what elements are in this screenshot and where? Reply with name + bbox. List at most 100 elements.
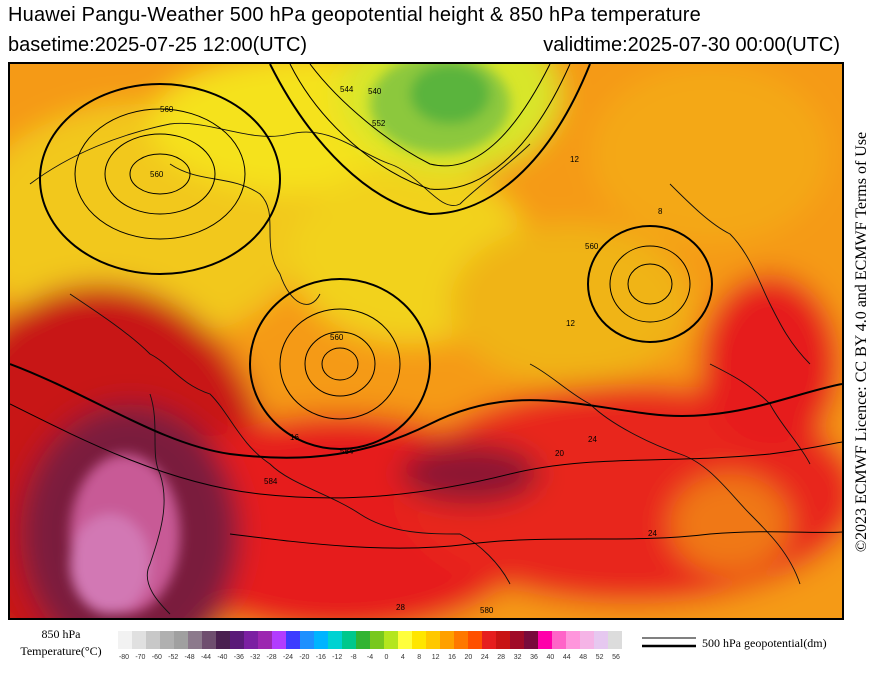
colorbar-swatch	[160, 631, 174, 649]
geopotential-contours	[10, 64, 842, 549]
colorbar-swatch	[594, 631, 608, 649]
contour-legend-label: 500 hPa geopotential(dm)	[702, 636, 827, 650]
colorbar-tick-label: 28	[497, 654, 506, 661]
colorbar-tick-label: -44	[200, 654, 212, 661]
colorbar-swatch	[370, 631, 384, 649]
colorbar-tick-label: 56	[612, 654, 620, 661]
contour-label: 560	[160, 105, 174, 114]
temperature-colorbar	[118, 631, 622, 649]
colorbar-tick-label: 40	[546, 654, 555, 661]
colorbar-swatch	[216, 631, 230, 649]
legend-title-line2: Temperature(°C)	[20, 644, 102, 658]
temp-label: 20	[555, 449, 564, 458]
colorbar-swatch	[566, 631, 580, 649]
colorbar-swatch	[580, 631, 594, 649]
temperature-field	[10, 64, 842, 618]
colorbar-tick-label: 32	[513, 654, 522, 661]
colorbar-swatch	[384, 631, 398, 649]
colorbar-swatch	[272, 631, 286, 649]
contour-label: 584	[264, 477, 278, 486]
contour-label-group: 560 560 560 560 540 552 544 584 584 580 …	[150, 85, 663, 615]
colorbar-swatch	[538, 631, 552, 649]
colorbar-swatch	[398, 631, 412, 649]
colorbar-swatch	[174, 631, 188, 649]
colorbar-tick-label: -60	[151, 654, 162, 661]
colorbar-tick-label: 0	[384, 654, 389, 661]
temp-label: 28	[396, 603, 405, 612]
basetime-label: basetime:2025-07-25 12:00(UTC)	[8, 34, 308, 56]
colorbar-tick-label: -70	[135, 654, 146, 661]
colorbar-swatch	[328, 631, 342, 649]
contour-label: 552	[372, 119, 386, 128]
temp-label: 12	[566, 319, 575, 328]
colorbar-tick-label: -12	[332, 654, 343, 661]
colorbar-swatch	[244, 631, 258, 649]
colorbar-swatch	[314, 631, 328, 649]
contour-label: 584	[340, 447, 354, 456]
colorbar-tick-label: 12	[431, 654, 440, 661]
colorbar-tick-label: -48	[184, 654, 195, 661]
colorbar-swatch	[454, 631, 468, 649]
colorbar-swatch	[468, 631, 482, 649]
colorbar-swatch	[300, 631, 314, 649]
colorbar-swatch	[524, 631, 538, 649]
colorbar-tick-label: 4	[400, 654, 405, 661]
contour-label: 560	[330, 333, 344, 342]
contour-label: 540	[368, 87, 382, 96]
validtime-label: validtime:2025-07-30 00:00(UTC)	[543, 34, 840, 56]
colorbar-swatch	[118, 631, 132, 649]
colorbar-swatch	[342, 631, 356, 649]
colorbar-swatch	[132, 631, 146, 649]
colorbar-tick-label: -24	[282, 654, 294, 661]
colorbar-swatch	[286, 631, 300, 649]
temp-label: 24	[648, 529, 657, 538]
colorbar-tick-label: 44	[562, 654, 571, 661]
colorbar-tick-label: -4	[366, 654, 374, 661]
colorbar-swatch	[608, 631, 622, 649]
colorbar-tick-label: -32	[250, 654, 261, 661]
contour-label: 560	[585, 242, 599, 251]
colorbar-swatch	[412, 631, 426, 649]
map-canvas: 560 560 560 560 540 552 544 584 584 580 …	[10, 64, 842, 618]
colorbar-tick-label: 24	[480, 654, 489, 661]
colorbar-swatch	[496, 631, 510, 649]
contour-label: 544	[340, 85, 354, 94]
temp-label: 24	[588, 435, 597, 444]
colorbar-tick-label: 48	[579, 654, 588, 661]
colorbar-swatch	[426, 631, 440, 649]
colorbar-swatch	[202, 631, 216, 649]
colorbar-swatch	[482, 631, 496, 649]
colorbar-tick-label: -20	[299, 654, 310, 661]
colorbar-tick-label: -40	[217, 654, 228, 661]
colorbar-tick-label: 16	[448, 654, 456, 661]
legend-title-line1: 850 hPa	[41, 627, 81, 641]
colorbar-tick-label: -16	[315, 654, 326, 661]
colorbar-tick-label: -28	[266, 654, 277, 661]
colorbar-tick-label: -36	[233, 654, 244, 661]
colorbar-tick-label: 8	[417, 654, 422, 661]
colorbar-swatch	[510, 631, 524, 649]
contour-label: 560	[150, 170, 164, 179]
colorbar-tick-label: 52	[595, 654, 604, 661]
temp-label: 12	[570, 155, 579, 164]
license-text: ©2023 ECMWF Licence: CC BY 4.0 and ECMWF…	[853, 131, 870, 553]
colorbar-tick-label: -80	[118, 654, 130, 661]
contour-label: 580	[480, 606, 494, 615]
colorbar-swatch	[258, 631, 272, 649]
colorbar-swatch	[552, 631, 566, 649]
colorbar-swatch	[356, 631, 370, 649]
colorbar-tick-label: 36	[530, 654, 538, 661]
colorbar-tick-label: -52	[168, 654, 179, 661]
weather-map: 560 560 560 560 540 552 544 584 584 580 …	[8, 62, 844, 620]
colorbar-ticks: -80 -70 -60 -52 -48 -44 -40 -36 -32 -28 -24 -20 -16-…	[118, 654, 622, 666]
colorbar-swatch	[188, 631, 202, 649]
legend-title: 850 hPa Temperature(°C)	[6, 626, 116, 660]
colorbar-tick-label: -8	[350, 654, 357, 661]
colorbar-swatch	[146, 631, 160, 649]
temperature-cores	[70, 64, 510, 614]
colorbar-swatch	[440, 631, 454, 649]
temp-label: 8	[658, 207, 663, 216]
temp-label: 16	[290, 433, 299, 442]
colorbar-swatch	[230, 631, 244, 649]
map-title: Huawei Pangu-Weather 500 hPa geopotentia…	[8, 4, 701, 26]
